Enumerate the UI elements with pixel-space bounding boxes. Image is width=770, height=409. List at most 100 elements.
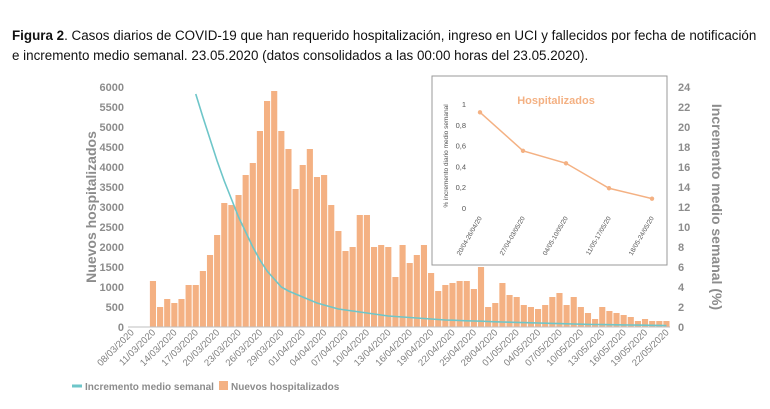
inset-frame — [431, 75, 668, 266]
y2-tick-label: 10 — [678, 222, 690, 234]
bar-75 — [663, 321, 670, 327]
y-tick-label: 4500 — [100, 142, 124, 154]
bar-49 — [477, 267, 485, 327]
bar-50 — [485, 307, 492, 327]
bar-17 — [249, 163, 256, 327]
bar-53 — [506, 295, 513, 327]
bar-68 — [613, 313, 620, 327]
figure-caption: Figura 2. Casos diarios de COVID-19 que … — [12, 26, 762, 66]
y2-tick-label: 12 — [678, 202, 690, 214]
bar-19 — [264, 101, 271, 327]
y2-tick-label: 14 — [678, 182, 691, 194]
bar-21 — [278, 131, 285, 327]
bar-39 — [406, 263, 413, 327]
y-tick-label: 3500 — [100, 182, 124, 194]
bar-37 — [392, 277, 399, 327]
y-tick-label: 4000 — [100, 162, 124, 174]
figure-label: Figura 2 — [12, 28, 65, 43]
y-tick-label: 2500 — [100, 222, 124, 234]
y-tick-label: 3000 — [100, 202, 124, 214]
bar-51 — [492, 303, 499, 327]
bar-74 — [656, 321, 663, 327]
y-tick-label: 5000 — [100, 122, 124, 134]
trend-line — [194, 93, 667, 327]
bar-47 — [463, 281, 470, 327]
inset-y-tick-label: 0 — [462, 204, 466, 213]
inset-y-tick-label: 0,8 — [456, 121, 466, 130]
inset-point-1 — [520, 148, 526, 153]
y2-tick-label: 4 — [678, 282, 685, 294]
bar-5 — [164, 299, 171, 327]
bar-65 — [592, 319, 599, 327]
bar-16 — [242, 175, 249, 327]
bar-12 — [214, 235, 221, 327]
bar-58 — [542, 305, 549, 327]
bar-20 — [271, 91, 278, 327]
inset-y-tick-label: 0,4 — [456, 162, 466, 171]
bar-45 — [449, 283, 456, 327]
bar-40 — [413, 255, 420, 327]
bar-69 — [620, 315, 627, 327]
bar-54 — [513, 297, 520, 327]
inset-point-3 — [606, 186, 612, 191]
y2-tick-label: 2 — [678, 302, 684, 314]
inset-point-2 — [563, 161, 569, 166]
chart-legend: Incremento medio semanal Nuevos hospitali… — [72, 381, 340, 393]
bar-66 — [599, 307, 606, 327]
inset-y-axis-title: % incremento diario medio semanal — [443, 104, 450, 208]
bar-43 — [435, 291, 442, 327]
legend-label-bar: Nuevos hospitalizados — [231, 382, 340, 393]
bar-26 — [313, 177, 321, 327]
legend-label-line: Incremento medio semanal — [85, 382, 214, 393]
bar-13 — [221, 203, 228, 327]
bar-63 — [577, 307, 584, 327]
bar-57 — [535, 309, 542, 327]
bar-6 — [171, 303, 178, 327]
bar-18 — [256, 131, 263, 327]
bar-55 — [520, 305, 527, 327]
bar-42 — [428, 273, 435, 327]
bar-70 — [627, 317, 634, 327]
bar-72 — [641, 319, 649, 327]
y2-tick-label: 18 — [678, 142, 690, 154]
bar-61 — [563, 305, 570, 327]
main-bars — [149, 91, 670, 327]
inset-y-tick-label: 0,2 — [456, 183, 466, 192]
bar-56 — [527, 307, 534, 327]
bar-8 — [185, 285, 192, 327]
bar-30 — [342, 251, 349, 327]
bar-28 — [328, 205, 335, 327]
y2-tick-label: 20 — [678, 122, 690, 134]
y-tick-label: 0 — [118, 322, 124, 334]
bar-25 — [306, 149, 313, 327]
inset-title: Hospitalizados — [517, 95, 595, 107]
bar-31 — [349, 247, 356, 327]
bar-60 — [556, 293, 563, 327]
y2-tick-label: 0 — [678, 322, 684, 334]
y2-axis-title: Incremento medio semanal (%) — [709, 104, 725, 310]
bar-27 — [321, 175, 328, 327]
bar-52 — [499, 283, 506, 327]
bar-48 — [470, 289, 477, 327]
bar-29 — [335, 231, 342, 327]
inset-y-tick-label: 1 — [462, 100, 466, 109]
bar-10 — [199, 271, 206, 327]
bar-41 — [420, 245, 428, 327]
inset-chart: Hospitalizados 0 0,2 0,4 0,6 0,8 1 % incremento… — [431, 75, 668, 266]
figure-caption-text: . Casos diarios de COVID-19 que han requ… — [12, 28, 757, 63]
bar-7 — [178, 299, 185, 327]
y2-tick-label: 24 — [678, 82, 691, 94]
y2-tick-label: 16 — [678, 162, 690, 174]
bar-44 — [442, 285, 449, 327]
inset-point-4 — [649, 196, 655, 201]
y-tick-label: 500 — [106, 302, 124, 314]
bar-34 — [370, 247, 378, 327]
y-tick-label: 5500 — [100, 102, 124, 114]
y-tick-label: 2000 — [100, 242, 124, 254]
legend-bar-swatch — [219, 381, 228, 390]
y-tick-label: 6000 — [100, 82, 124, 94]
bar-64 — [584, 313, 592, 327]
bar-36 — [385, 247, 392, 327]
bar-59 — [549, 297, 556, 327]
